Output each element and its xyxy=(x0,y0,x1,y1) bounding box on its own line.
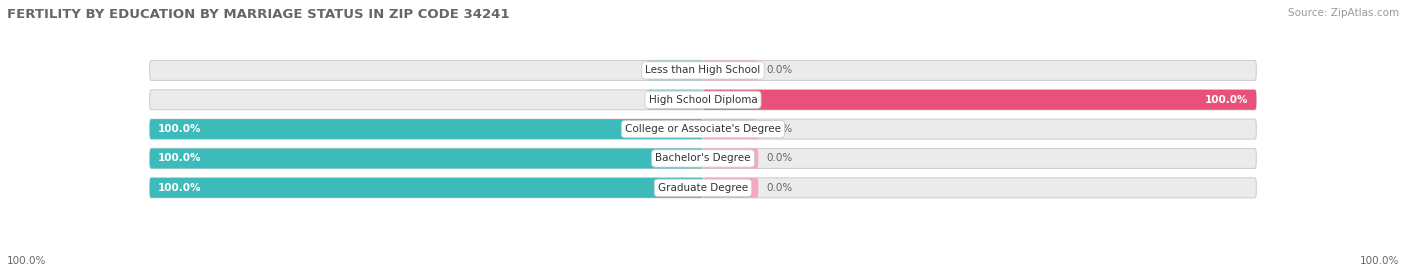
Text: 0.0%: 0.0% xyxy=(766,124,793,134)
Text: 100.0%: 100.0% xyxy=(1360,256,1399,266)
Text: Less than High School: Less than High School xyxy=(645,65,761,75)
FancyBboxPatch shape xyxy=(703,148,758,168)
Text: 100.0%: 100.0% xyxy=(157,183,201,193)
Text: 0.0%: 0.0% xyxy=(766,154,793,164)
FancyBboxPatch shape xyxy=(648,90,703,110)
FancyBboxPatch shape xyxy=(703,119,758,139)
Text: FERTILITY BY EDUCATION BY MARRIAGE STATUS IN ZIP CODE 34241: FERTILITY BY EDUCATION BY MARRIAGE STATU… xyxy=(7,8,509,21)
FancyBboxPatch shape xyxy=(149,178,1257,198)
Text: 0.0%: 0.0% xyxy=(766,183,793,193)
FancyBboxPatch shape xyxy=(703,61,758,80)
Text: High School Diploma: High School Diploma xyxy=(648,95,758,105)
Text: 0.0%: 0.0% xyxy=(766,65,793,75)
Text: 100.0%: 100.0% xyxy=(7,256,46,266)
Text: 0.0%: 0.0% xyxy=(661,65,686,75)
FancyBboxPatch shape xyxy=(149,90,1257,110)
FancyBboxPatch shape xyxy=(648,61,703,80)
Text: College or Associate's Degree: College or Associate's Degree xyxy=(626,124,780,134)
FancyBboxPatch shape xyxy=(149,61,1257,80)
Text: 0.0%: 0.0% xyxy=(661,95,686,105)
FancyBboxPatch shape xyxy=(703,90,1257,110)
Text: Source: ZipAtlas.com: Source: ZipAtlas.com xyxy=(1288,8,1399,18)
FancyBboxPatch shape xyxy=(149,119,703,139)
Text: Graduate Degree: Graduate Degree xyxy=(658,183,748,193)
Text: 100.0%: 100.0% xyxy=(1205,95,1249,105)
Text: 100.0%: 100.0% xyxy=(157,154,201,164)
FancyBboxPatch shape xyxy=(149,119,1257,139)
Text: Bachelor's Degree: Bachelor's Degree xyxy=(655,154,751,164)
FancyBboxPatch shape xyxy=(703,178,758,198)
Text: 100.0%: 100.0% xyxy=(157,124,201,134)
FancyBboxPatch shape xyxy=(149,178,703,198)
FancyBboxPatch shape xyxy=(149,148,703,168)
FancyBboxPatch shape xyxy=(149,148,1257,168)
